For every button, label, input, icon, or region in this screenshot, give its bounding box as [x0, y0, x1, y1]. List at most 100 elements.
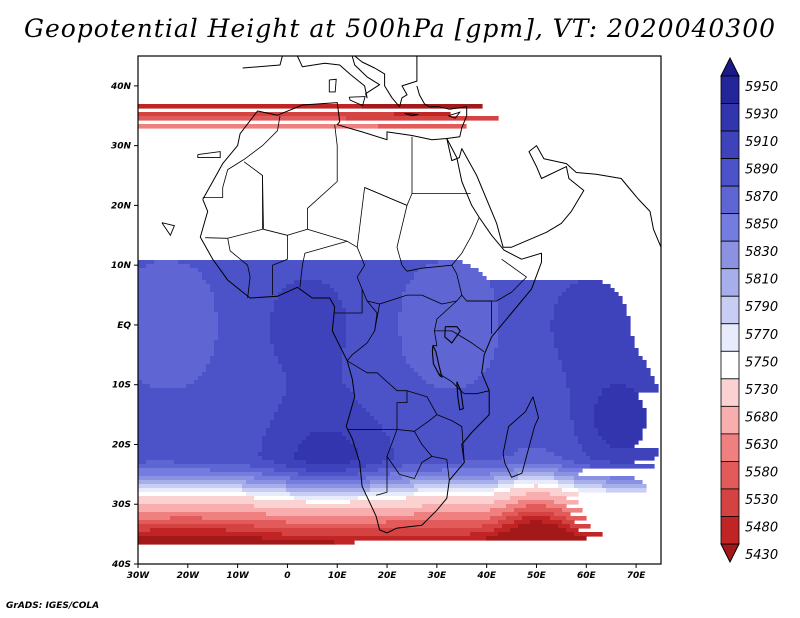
height-cell: [334, 540, 355, 545]
height-cell: [562, 360, 647, 365]
height-cell: [282, 364, 343, 369]
height-cell: [566, 384, 611, 389]
anatolia-coastline: [416, 85, 661, 248]
height-cell: [574, 460, 611, 465]
height-cell: [518, 476, 555, 481]
height-cell: [498, 328, 551, 333]
colorbar-label: 5630: [745, 438, 778, 453]
lon-tick-label: 0: [284, 571, 290, 581]
height-cell: [194, 380, 287, 385]
height-cell: [594, 424, 647, 429]
height-cell: [402, 476, 495, 481]
height-cell: [526, 504, 547, 509]
height-cell: [278, 356, 343, 361]
height-cell: [554, 308, 627, 313]
height-cell: [218, 316, 271, 321]
height-cell: [306, 468, 347, 473]
height-cell: [226, 528, 495, 533]
height-cell: [214, 300, 275, 305]
height-cell: [498, 484, 515, 489]
height-cell: [610, 384, 627, 389]
height-cell: [138, 324, 219, 329]
lat-tick-label: 20S: [112, 440, 131, 450]
height-cell: [410, 480, 499, 485]
height-cell: [406, 356, 495, 361]
height-cell: [138, 276, 203, 281]
height-cell: [262, 444, 299, 449]
height-cell: [138, 500, 307, 505]
height-cell: [562, 464, 591, 469]
height-cell: [138, 288, 211, 293]
height-cell: [490, 360, 563, 365]
height-cell: [338, 292, 403, 297]
height-cell: [270, 340, 347, 345]
height-cell: [138, 476, 255, 481]
height-cell: [286, 372, 343, 377]
height-cell: [270, 420, 379, 425]
height-cell: [346, 468, 379, 473]
lake-outline: [431, 345, 443, 379]
height-cell: [346, 116, 499, 121]
height-cell: [558, 468, 583, 473]
height-cell: [578, 440, 607, 445]
height-cell: [146, 460, 175, 465]
height-cell: [570, 284, 611, 289]
height-cell: [290, 476, 367, 481]
height-cell: [346, 324, 399, 329]
height-cell: [138, 124, 379, 129]
height-cell: [554, 512, 571, 517]
height-cell: [138, 520, 287, 525]
height-cell: [574, 480, 607, 485]
height-cell: [490, 284, 571, 289]
height-cell: [494, 492, 527, 497]
country-border: [227, 175, 263, 239]
height-cell: [590, 456, 655, 461]
height-cell: [274, 348, 343, 353]
height-cell: [602, 484, 647, 489]
height-cell: [202, 516, 491, 521]
height-cell: [286, 384, 347, 389]
country-border: [451, 217, 480, 266]
height-cell: [138, 260, 155, 265]
height-cell: [146, 264, 191, 269]
height-cell: [346, 344, 403, 349]
height-cell: [606, 440, 639, 445]
height-cell: [342, 360, 407, 365]
height-cell: [498, 340, 555, 345]
height-cell: [410, 364, 491, 369]
height-cell: [418, 372, 483, 377]
height-cell: [402, 336, 499, 341]
height-cell: [346, 308, 403, 313]
height-cell: [350, 500, 495, 505]
height-cell: [138, 376, 199, 381]
height-cell: [138, 528, 151, 533]
lat-tick-label: 20N: [111, 201, 132, 211]
height-cell: [498, 304, 555, 309]
height-cell: [570, 408, 595, 413]
height-cell: [270, 332, 347, 337]
height-cell: [538, 484, 559, 489]
height-cell: [138, 384, 151, 389]
colorbar-label: 5830: [745, 245, 778, 260]
height-cell: [214, 292, 279, 297]
height-cell: [358, 448, 395, 453]
height-cell: [398, 312, 499, 317]
height-cell: [286, 388, 351, 393]
colorbar-swatch: [720, 405, 740, 435]
height-cell: [482, 372, 567, 377]
island-outline: [502, 396, 539, 478]
height-cell: [570, 412, 595, 417]
height-cell: [530, 520, 543, 525]
height-cell: [566, 288, 615, 293]
height-cell: [138, 112, 395, 117]
height-cell: [402, 308, 499, 313]
height-cell: [494, 292, 563, 297]
height-cell: [138, 536, 263, 541]
height-cell: [138, 436, 263, 441]
height-cell: [286, 392, 355, 397]
europe-coastline: [242, 56, 381, 99]
height-cell: [282, 288, 335, 293]
height-cell: [138, 496, 255, 501]
height-cell: [138, 424, 271, 429]
height-cell: [210, 360, 279, 365]
